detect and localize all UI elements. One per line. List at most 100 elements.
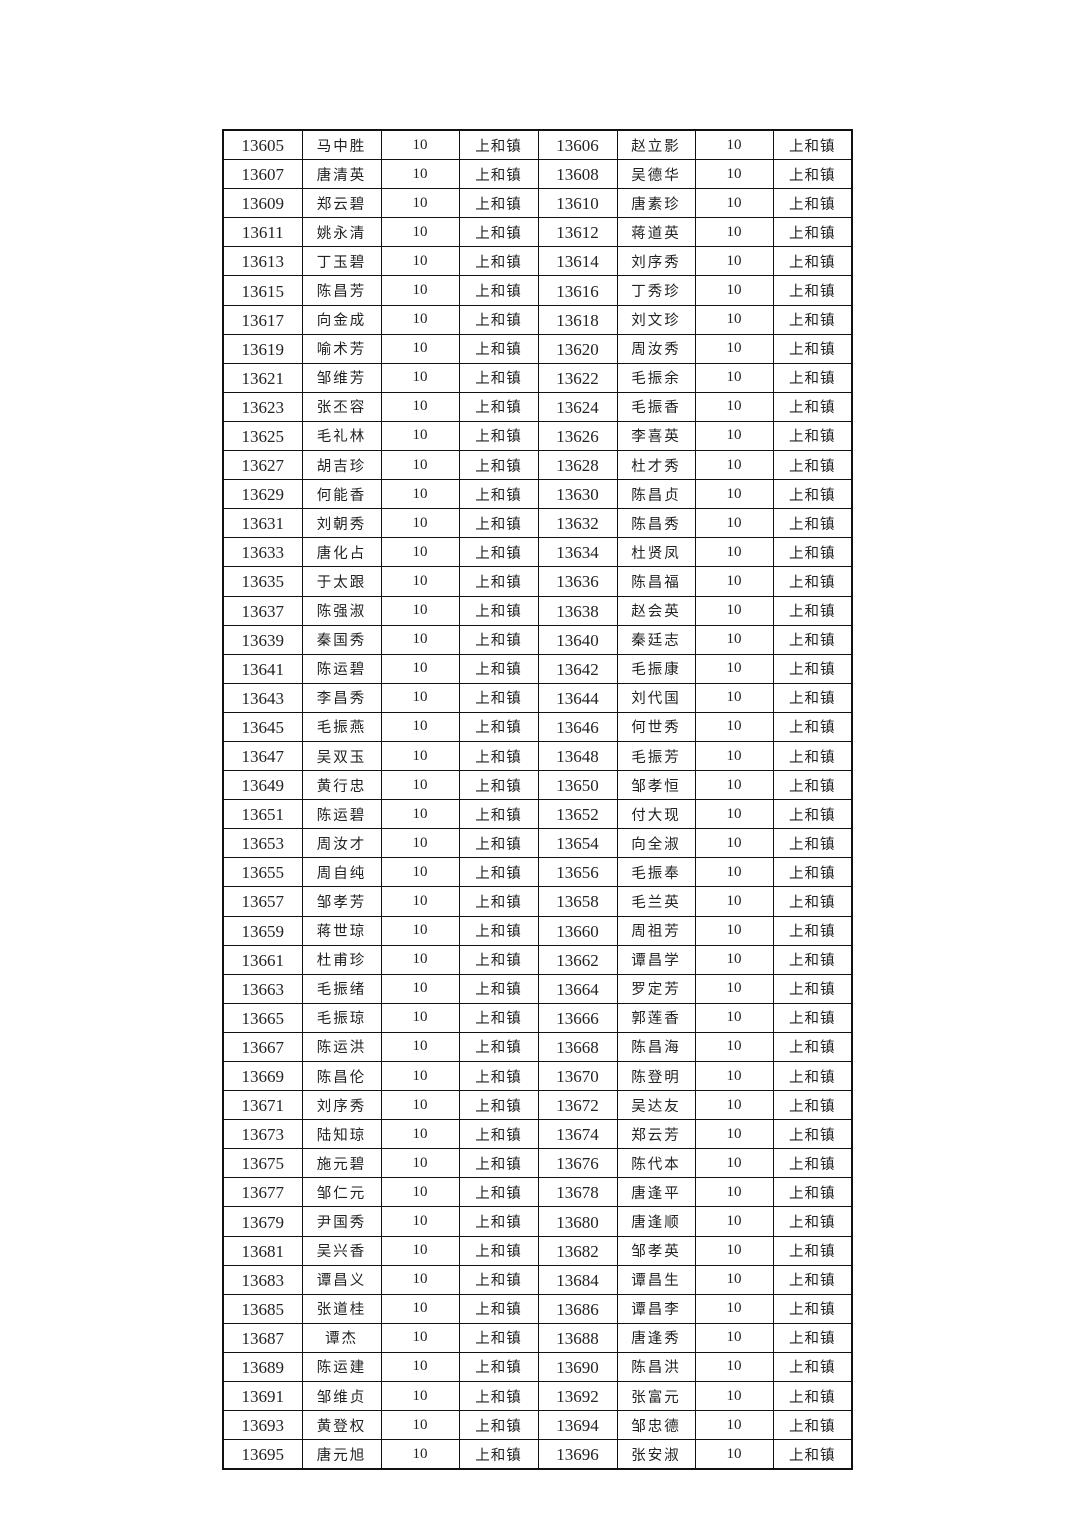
amount-cell: 10	[694, 537, 774, 568]
record-id-cell: 13616	[537, 275, 618, 306]
record-id-cell: 13655	[222, 857, 303, 888]
town-cell: 上和镇	[772, 973, 853, 1004]
table-row: 13633 唐化占 10 上和镇 13634 杜贤凤 10 上和镇	[222, 537, 853, 568]
amount-cell: 10	[380, 1264, 460, 1295]
name-cell: 秦廷志	[616, 624, 696, 655]
town-cell: 上和镇	[458, 537, 539, 568]
town-cell: 上和镇	[458, 1148, 539, 1179]
name-cell: 陈昌海	[616, 1031, 696, 1063]
record-id-cell: 13683	[222, 1264, 303, 1295]
town-cell: 上和镇	[772, 1322, 853, 1353]
town-cell: 上和镇	[772, 653, 853, 684]
table-row: 13693 黄登权 10 上和镇 13694 邹忠德 10 上和镇	[222, 1410, 853, 1441]
amount-cell: 10	[694, 129, 774, 161]
amount-cell: 10	[694, 915, 774, 946]
record-id-cell: 13676	[537, 1148, 618, 1179]
name-cell: 张富元	[616, 1381, 696, 1412]
table-row: 13657 邹孝芳 10 上和镇 13658 毛兰英 10 上和镇	[222, 886, 853, 917]
amount-cell: 10	[694, 275, 774, 306]
name-cell: 郑云芳	[616, 1119, 696, 1150]
table-row: 13625 毛礼林 10 上和镇 13626 李喜英 10 上和镇	[222, 420, 853, 452]
amount-cell: 10	[380, 508, 460, 539]
record-id-cell: 13684	[537, 1264, 618, 1295]
amount-cell: 10	[694, 711, 774, 742]
table-row: 13613 丁玉碧 10 上和镇 13614 刘序秀 10 上和镇	[222, 246, 853, 277]
name-cell: 刘代国	[616, 682, 696, 713]
amount-cell: 10	[694, 595, 774, 626]
record-id-cell: 13613	[222, 246, 303, 277]
town-cell: 上和镇	[772, 159, 853, 190]
town-cell: 上和镇	[772, 1090, 853, 1121]
name-cell: 陈运碧	[301, 799, 382, 830]
name-cell: 杜才秀	[616, 450, 696, 481]
name-cell: 陈昌贞	[616, 479, 696, 510]
name-cell: 何世秀	[616, 711, 696, 742]
name-cell: 周汝秀	[616, 333, 696, 364]
record-id-cell: 13649	[222, 770, 303, 801]
amount-cell: 10	[380, 973, 460, 1004]
table-row: 13611 姚永清 10 上和镇 13612 蒋道英 10 上和镇	[222, 217, 853, 248]
amount-cell: 10	[380, 770, 460, 801]
name-cell: 周自纯	[301, 857, 382, 888]
table-row: 13673 陆知琼 10 上和镇 13674 郑云芳 10 上和镇	[222, 1119, 853, 1150]
town-cell: 上和镇	[772, 1235, 853, 1266]
town-cell: 上和镇	[772, 740, 853, 772]
town-cell: 上和镇	[458, 1060, 539, 1092]
name-cell: 赵立影	[616, 129, 696, 161]
amount-cell: 10	[694, 944, 774, 975]
town-cell: 上和镇	[458, 391, 539, 422]
record-id-cell: 13666	[537, 1002, 618, 1033]
record-id-cell: 13622	[537, 362, 618, 393]
record-id-cell: 13660	[537, 915, 618, 946]
record-id-cell: 13644	[537, 682, 618, 713]
town-cell: 上和镇	[772, 129, 853, 161]
record-id-cell: 13654	[537, 828, 618, 859]
record-id-cell: 13634	[537, 537, 618, 568]
town-cell: 上和镇	[458, 828, 539, 859]
town-cell: 上和镇	[772, 1264, 853, 1295]
table-row: 13649 黄行忠 10 上和镇 13650 邹孝恒 10 上和镇	[222, 770, 853, 801]
record-id-cell: 13640	[537, 624, 618, 655]
record-id-cell: 13679	[222, 1206, 303, 1237]
amount-cell: 10	[694, 1206, 774, 1237]
amount-cell: 10	[694, 857, 774, 888]
name-cell: 蒋世琼	[301, 915, 382, 946]
table-row: 13659 蒋世琼 10 上和镇 13660 周祖芳 10 上和镇	[222, 915, 853, 946]
town-cell: 上和镇	[772, 1439, 853, 1470]
name-cell: 陈运建	[301, 1351, 382, 1383]
table-row: 13669 陈昌伦 10 上和镇 13670 陈登明 10 上和镇	[222, 1060, 853, 1092]
record-id-cell: 13688	[537, 1322, 618, 1353]
town-cell: 上和镇	[458, 1090, 539, 1121]
name-cell: 姚永清	[301, 217, 382, 248]
name-cell: 郑云碧	[301, 188, 382, 219]
record-id-cell: 13680	[537, 1206, 618, 1237]
record-id-cell: 13674	[537, 1119, 618, 1150]
name-cell: 吴兴香	[301, 1235, 382, 1266]
record-id-cell: 13693	[222, 1410, 303, 1441]
table-row: 13607 唐清英 10 上和镇 13608 吴德华 10 上和镇	[222, 159, 853, 190]
name-cell: 毛振芳	[616, 740, 696, 772]
name-cell: 谭昌李	[616, 1293, 696, 1324]
table-row: 13619 喻术芳 10 上和镇 13620 周汝秀 10 上和镇	[222, 333, 853, 364]
table-row: 13621 邹维芳 10 上和镇 13622 毛振余 10 上和镇	[222, 362, 853, 393]
table-row: 13629 何能香 10 上和镇 13630 陈昌贞 10 上和镇	[222, 479, 853, 510]
town-cell: 上和镇	[458, 188, 539, 219]
name-cell: 毛振燕	[301, 711, 382, 742]
town-cell: 上和镇	[772, 624, 853, 655]
amount-cell: 10	[380, 711, 460, 742]
name-cell: 何能香	[301, 479, 382, 510]
record-id-cell: 13619	[222, 333, 303, 364]
amount-cell: 10	[380, 1090, 460, 1121]
town-cell: 上和镇	[458, 1177, 539, 1208]
amount-cell: 10	[380, 275, 460, 306]
town-cell: 上和镇	[458, 711, 539, 742]
name-cell: 周祖芳	[616, 915, 696, 946]
town-cell: 上和镇	[458, 275, 539, 306]
record-id-cell: 13629	[222, 479, 303, 510]
town-cell: 上和镇	[458, 246, 539, 277]
name-cell: 吴双玉	[301, 740, 382, 772]
amount-cell: 10	[694, 217, 774, 248]
record-id-cell: 13612	[537, 217, 618, 248]
amount-cell: 10	[380, 304, 460, 335]
table-row: 13665 毛振琼 10 上和镇 13666 郭莲香 10 上和镇	[222, 1002, 853, 1033]
